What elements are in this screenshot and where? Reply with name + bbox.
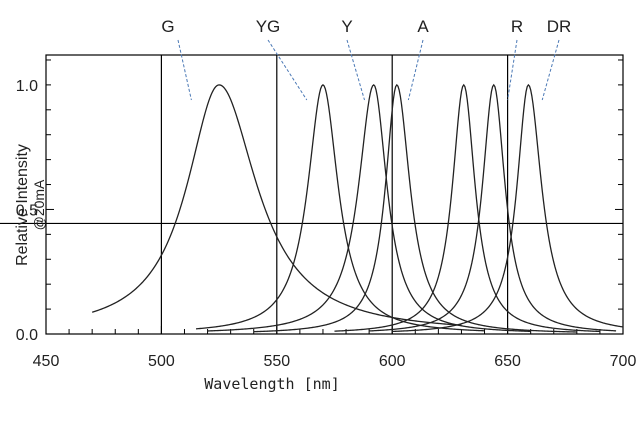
annotation-leader <box>507 39 518 101</box>
series-line-r <box>369 83 617 332</box>
annotation-leader <box>177 39 192 101</box>
annotation-label-r: R <box>511 17 523 36</box>
annotation-leader <box>346 39 365 101</box>
annotation-leader <box>267 39 308 101</box>
series-curves <box>91 83 624 333</box>
y-tick-label: 0.0 <box>16 327 38 344</box>
annotation-leaders <box>177 39 560 101</box>
gridlines <box>0 55 623 334</box>
annotation-leader <box>541 39 560 101</box>
series-line-y <box>207 83 531 333</box>
x-tick-label: 450 <box>33 353 60 370</box>
x-axis-label: Wavelength [nm] <box>204 375 339 393</box>
x-tick-labels: 450 500 550 600 650 700 <box>33 353 637 370</box>
annotation-label-dr: DR <box>547 17 572 36</box>
annotation-label-y: Y <box>341 17 352 36</box>
y-tick-label: 0.5 <box>16 202 38 219</box>
annotation-label-a: A <box>417 17 429 36</box>
y-axis-sublabel: @20mA <box>31 179 47 230</box>
series-line-unlabeled <box>334 83 600 333</box>
x-tick-label: 500 <box>148 353 175 370</box>
axis-ticks <box>45 59 624 335</box>
series-line-a <box>253 83 577 333</box>
y-tick-labels: 0.0 0.5 1.0 <box>16 78 38 344</box>
annotation-label-g: G <box>161 17 174 36</box>
x-tick-label: 650 <box>494 353 521 370</box>
series-line-g <box>91 84 462 326</box>
y-tick-label: 1.0 <box>16 78 38 95</box>
annotation-labels: G YG Y A R DR <box>161 17 571 36</box>
x-tick-label: 700 <box>610 353 637 370</box>
annotation-label-yg: YG <box>256 17 281 36</box>
x-tick-label: 550 <box>263 353 290 370</box>
annotation-leader <box>407 39 424 101</box>
y-axis-label: Relative Intensity <box>14 144 31 266</box>
x-tick-label: 600 <box>379 353 406 370</box>
series-line-yg <box>195 84 485 332</box>
plot-frame <box>45 54 624 335</box>
series-line-dr <box>392 83 624 333</box>
